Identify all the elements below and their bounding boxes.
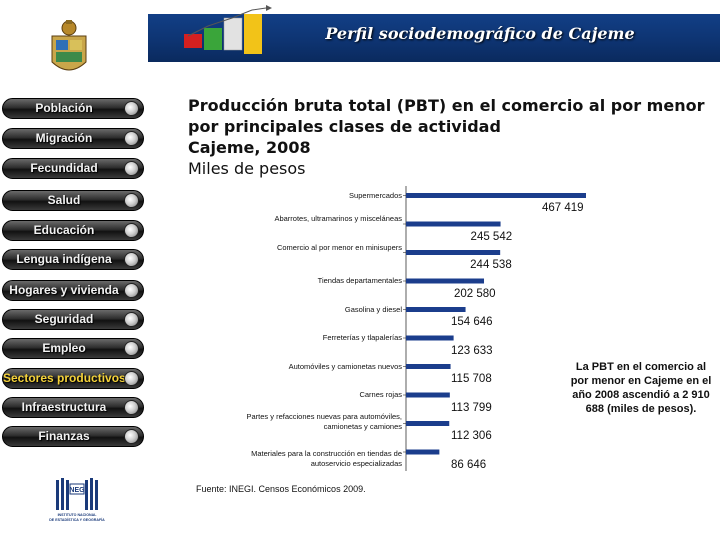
chart-value-label: 467 419 (542, 202, 584, 214)
nav-item-4[interactable]: Educación (2, 220, 144, 241)
nav-item-2[interactable]: Fecundidad (2, 158, 144, 179)
chart-value-label: 202 580 (454, 287, 496, 300)
nav-item-7[interactable]: Seguridad (2, 309, 144, 330)
chart-title-line-3: Cajeme, 2008 (188, 138, 311, 157)
nav-knob-icon (124, 193, 139, 208)
nav-knob-icon (124, 161, 139, 176)
chart-units: Miles de pesos (188, 159, 306, 178)
nav-knob-icon (124, 429, 139, 444)
svg-text:DE ESTADÍSTICA Y GEOGRAFÍA: DE ESTADÍSTICA Y GEOGRAFÍA (49, 517, 105, 522)
nav-item-label: Población (35, 101, 93, 115)
chart-bar (406, 364, 451, 369)
bar-chart-svg (403, 186, 586, 471)
chart-bar (406, 221, 501, 227)
chart-value-label: 123 633 (451, 344, 493, 357)
chart-category-label: Comercio al por menor en minisupers (276, 242, 402, 252)
chart-category-label: Abarrotes, ultramarinos y misceláneas (274, 214, 402, 223)
nav-knob-icon (124, 400, 139, 415)
nav-item-label: Migración (35, 131, 93, 145)
nav-item-5[interactable]: Lengua indígena (2, 249, 144, 270)
nav-item-0[interactable]: Población (2, 98, 144, 119)
nav-item-9[interactable]: Sectores productivos (2, 368, 144, 389)
chart-value-label: 86 646 (451, 458, 487, 471)
chart-category-label: Carnes rojas (359, 390, 402, 399)
nav-item-10[interactable]: Infraestructura (2, 397, 144, 418)
summary-note: La PBT en el comercio al por menor en Ca… (570, 361, 712, 415)
nav-knob-icon (124, 131, 139, 146)
chart-heading: Producción bruta total (PBT) en el comer… (188, 95, 708, 179)
chart-value-label: 113 799 (451, 401, 492, 414)
page-title: Perfil sociodemográfico de Cajeme (325, 24, 635, 43)
chart-bar (406, 392, 450, 398)
svg-text:INEGI: INEGI (67, 487, 86, 494)
chart-value-label: 112 306 (451, 430, 492, 442)
chart-category-label: Ferreterías y tlapalerías (322, 333, 402, 342)
chart-bar (406, 449, 440, 455)
growth-chart-icon (184, 5, 272, 54)
nav-item-3[interactable]: Salud (2, 190, 144, 211)
nav-knob-icon (124, 283, 139, 298)
chart-value-label: 115 708 (451, 373, 492, 385)
chart-title-line-2: por principales clases de actividad (188, 117, 501, 136)
nav-knob-icon (124, 223, 139, 238)
nav-item-label: Educación (33, 223, 95, 237)
chart-value-label: 245 542 (470, 230, 513, 243)
chart-bar (406, 335, 454, 341)
chart-value-label: 244 538 (470, 259, 512, 271)
nav-item-label: Fecundidad (30, 161, 98, 175)
nav-knob-icon (124, 341, 139, 356)
chart-bar (406, 278, 485, 284)
chart-value-label: 154 646 (451, 316, 493, 328)
nav-item-label: Seguridad (34, 312, 94, 326)
chart-title-line-1: Producción bruta total (PBT) en el comer… (188, 96, 705, 115)
nav-knob-icon (124, 252, 139, 267)
coat-of-arms-icon (51, 20, 87, 71)
nav-item-label: Lengua indígena (16, 252, 112, 266)
chart-category-label: Tiendas departamentales (317, 276, 402, 285)
chart-category-label: Supermercados (349, 190, 402, 200)
chart-bar (406, 307, 466, 312)
nav-item-label: Empleo (42, 341, 86, 355)
chart-category-label: Materiales para la construcción en tiend… (251, 448, 402, 468)
inegi-logo: INEGI INSTITUTO NACIONAL DE ESTADÍSTICA … (49, 478, 105, 522)
nav-item-8[interactable]: Empleo (2, 338, 144, 359)
nav-item-label: Sectores productivos (3, 371, 126, 385)
nav-item-1[interactable]: Migración (2, 128, 144, 149)
nav-knob-icon (124, 101, 139, 116)
chart-category-label: Gasolina y diesel (344, 304, 402, 314)
nav-item-label: Finanzas (38, 429, 90, 443)
source-note: Fuente: INEGI. Censos Económicos 2009. (196, 484, 366, 494)
svg-text:INSTITUTO NACIONAL: INSTITUTO NACIONAL (58, 513, 98, 517)
chart-bar (406, 421, 450, 426)
chart-category-label: Partes y refacciones nuevas para automóv… (246, 412, 403, 431)
nav-item-label: Hogares y vivienda (9, 283, 119, 297)
chart-category-label: Automóviles y camionetas nuevos (288, 361, 402, 371)
bar-chart: Supermercados 467 419 Abarrotes, ultramari… (230, 186, 590, 476)
nav-knob-icon (124, 371, 139, 386)
chart-bar (406, 250, 501, 255)
nav-item-11[interactable]: Finanzas (2, 426, 144, 447)
header-bar (148, 14, 720, 62)
nav-knob-icon (124, 312, 139, 327)
chart-bar (406, 193, 586, 198)
nav-item-label: Infraestructura (21, 400, 107, 414)
nav-item-6[interactable]: Hogares y vivienda (2, 280, 144, 301)
nav-item-label: Salud (47, 193, 81, 207)
